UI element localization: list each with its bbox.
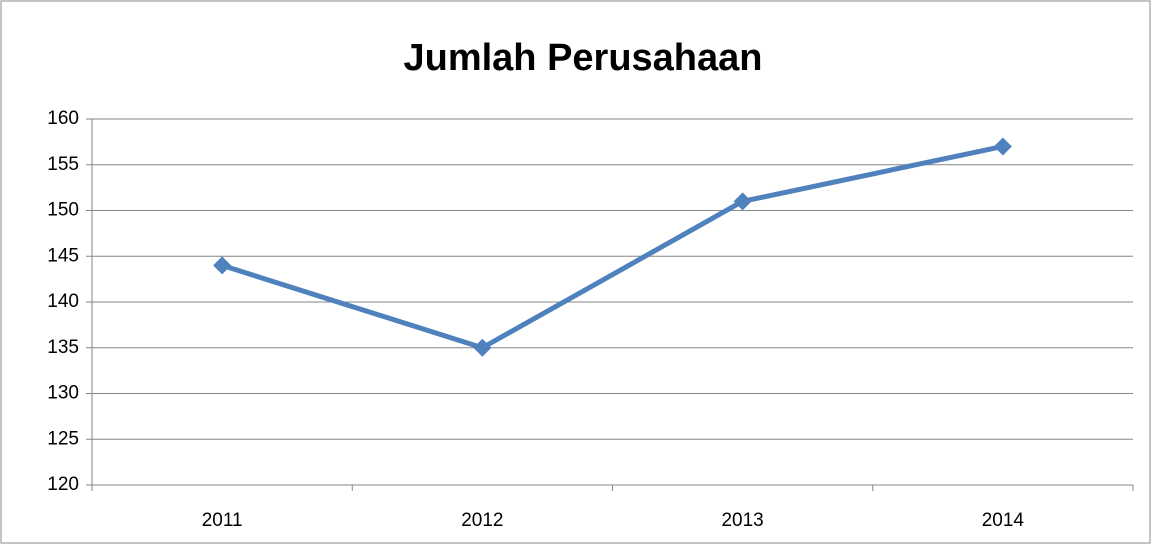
y-tick-label: 155 <box>47 154 79 175</box>
marker <box>473 338 492 357</box>
x-tick-label: 2014 <box>982 510 1025 531</box>
marker <box>993 137 1012 156</box>
x-tick-label: 2013 <box>721 510 763 531</box>
line <box>221 144 1004 351</box>
y-tick-label: 135 <box>47 337 79 358</box>
y-tick-label: 140 <box>47 291 79 312</box>
y-tick-label: 145 <box>47 245 79 266</box>
chart-title: Jumlah Perusahaan <box>403 37 762 79</box>
marker <box>213 256 232 275</box>
x-tick-label: 2011 <box>202 510 243 531</box>
y-tick-label: 125 <box>47 428 79 449</box>
x-tick-label: 2012 <box>461 510 503 531</box>
y-tick-label: 160 <box>47 108 79 129</box>
y-tick-label: 150 <box>47 200 79 221</box>
y-tick-label: 130 <box>47 383 79 404</box>
y-tick-label: 120 <box>47 474 79 495</box>
marker <box>733 192 752 211</box>
